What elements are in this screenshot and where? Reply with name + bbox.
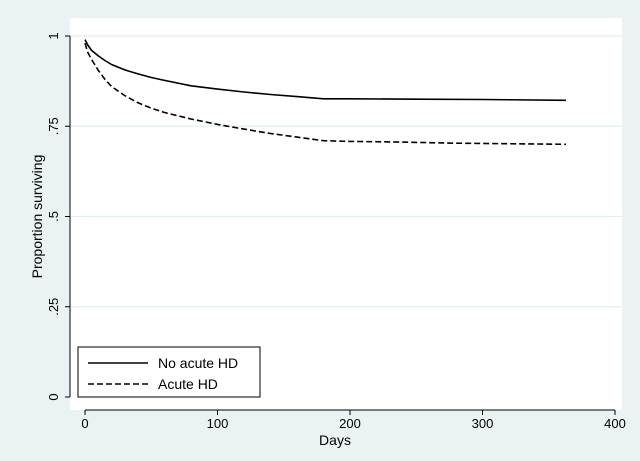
y-axis-label: Proportion surviving (29, 155, 45, 279)
x-axis-label: Days (319, 432, 351, 448)
legend-label: Acute HD (158, 376, 218, 392)
plot-area (70, 18, 622, 410)
y-tick-label: .25 (46, 298, 61, 316)
series-lines (84, 39, 567, 146)
y-tick-label: .5 (46, 211, 61, 222)
legend: No acute HD Acute HD (77, 346, 261, 398)
series-line-no-acute-hd (84, 39, 567, 102)
axes: 0 .25 .5 .75 1 0 100 200 300 400 (46, 32, 626, 431)
gridlines (70, 35, 622, 308)
legend-label: No acute HD (158, 355, 238, 371)
y-tick-label: 1 (46, 32, 61, 39)
x-tick-label: 100 (207, 416, 229, 431)
y-tick-label: .75 (46, 117, 61, 135)
x-tick-label: 200 (339, 416, 361, 431)
x-tick-label: 300 (472, 416, 494, 431)
x-tick-label: 400 (604, 416, 626, 431)
x-tick-label: 0 (81, 416, 88, 431)
legend-box (77, 346, 261, 398)
series-line-acute-hd (84, 42, 567, 146)
y-tick-label: 0 (46, 393, 61, 400)
